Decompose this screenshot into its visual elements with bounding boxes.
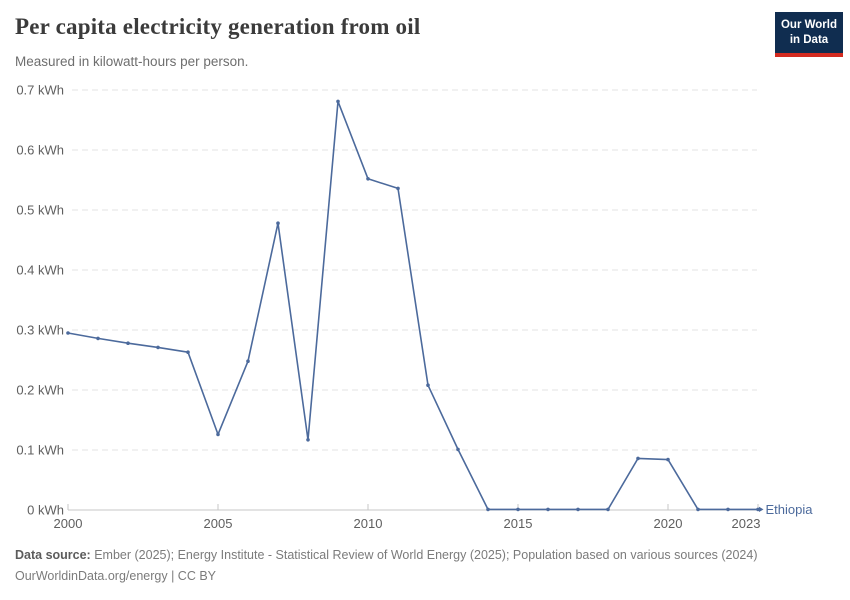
svg-text:0.7 kWh: 0.7 kWh — [16, 83, 64, 98]
svg-text:0.1 kWh: 0.1 kWh — [16, 443, 64, 458]
svg-text:2000: 2000 — [54, 516, 83, 531]
svg-text:0.3 kWh: 0.3 kWh — [16, 323, 64, 338]
svg-text:Ethiopia: Ethiopia — [766, 502, 814, 517]
data-series-line[interactable] — [66, 99, 760, 512]
line-chart: 0 kWh 0.1 kWh 0.2 kWh 0.3 kWh 0.4 kWh 0.5 kWh… — [16, 83, 813, 532]
chart-title: Per capita electricity generation from o… — [15, 14, 421, 39]
svg-text:0.6 kWh: 0.6 kWh — [16, 143, 64, 158]
x-axis — [67, 504, 759, 511]
owid-logo[interactable]: Our World in Data — [775, 12, 843, 57]
chart-subtitle: Measured in kilowatt-hours per person. — [15, 54, 249, 69]
svg-text:2023: 2023 — [732, 516, 761, 531]
owid-logo-line2: in Data — [789, 33, 829, 46]
footer: Data source: Ember (2025); Energy Instit… — [15, 545, 758, 587]
gridlines — [72, 89, 757, 451]
svg-text:0.5 kWh: 0.5 kWh — [16, 203, 64, 218]
y-axis-labels: 0 kWh 0.1 kWh 0.2 kWh 0.3 kWh 0.4 kWh 0.5 kWh… — [16, 83, 64, 518]
owid-logo-line1: Our World — [780, 19, 837, 31]
data-source-text: Ember (2025); Energy Institute - Statist… — [90, 548, 758, 562]
svg-text:2015: 2015 — [504, 516, 533, 531]
data-source-line: Data source: Ember (2025); Energy Instit… — [15, 545, 758, 566]
data-source-label: Data source: — [15, 548, 91, 562]
attribution-line: OurWorldinData.org/energy | CC BY — [15, 569, 217, 583]
svg-text:2020: 2020 — [654, 516, 683, 531]
svg-text:0.2 kWh: 0.2 kWh — [16, 383, 64, 398]
x-axis-labels: 2000 2005 2010 2015 2020 2023 — [54, 516, 761, 531]
svg-text:0.4 kWh: 0.4 kWh — [16, 263, 64, 278]
svg-text:2005: 2005 — [204, 516, 233, 531]
svg-text:2010: 2010 — [354, 516, 383, 531]
svg-text:0 kWh: 0 kWh — [27, 503, 64, 518]
entity-label[interactable]: Ethiopia — [759, 502, 813, 517]
